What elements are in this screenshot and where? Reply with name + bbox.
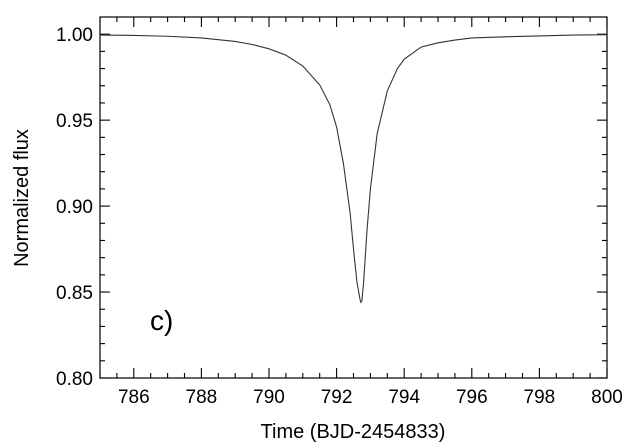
axis-ticks [99, 17, 608, 379]
flux-curve [99, 34, 608, 304]
axis-tick-labels: 786 788 790 792 794 796 798 800 0.80 0.85 0.90 0.95… [56, 25, 623, 408]
x-tick-label: 790 [253, 387, 285, 408]
x-tick-label: 788 [186, 387, 218, 408]
y-tick-label: 0.90 [56, 197, 93, 218]
x-tick-label: 792 [321, 387, 353, 408]
y-tick-label: 0.85 [56, 283, 93, 304]
x-axis-title: Time (BJD-2454833) [261, 421, 446, 443]
plot-frame [99, 16, 608, 379]
panel-label: c) [150, 305, 173, 336]
x-tick-label: 786 [118, 387, 150, 408]
x-tick-label: 800 [591, 387, 623, 408]
y-tick-label: 1.00 [56, 25, 93, 46]
y-tick-label: 0.95 [56, 111, 93, 132]
x-tick-label: 794 [388, 387, 420, 408]
y-tick-label: 0.80 [56, 369, 93, 390]
x-tick-label: 798 [524, 387, 556, 408]
x-tick-label: 796 [456, 387, 488, 408]
y-axis-title: Normalized flux [11, 129, 33, 267]
